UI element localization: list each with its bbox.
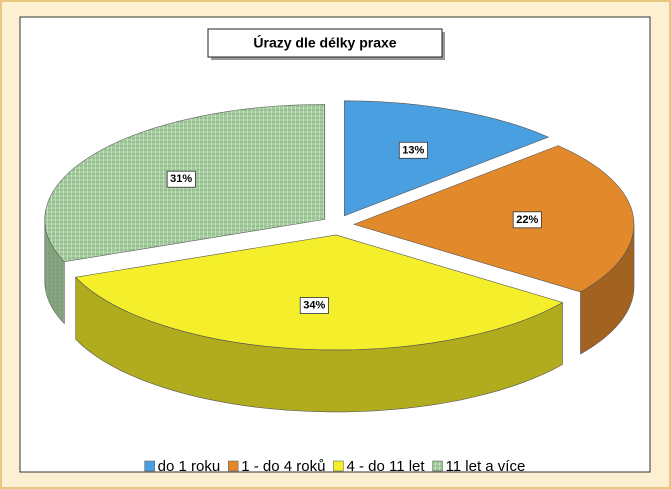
data-label: 22% [516, 214, 538, 226]
pie-sides [44, 219, 635, 413]
legend-label: 11 let a více [446, 458, 526, 475]
data-label-box [512, 211, 542, 229]
data-label-box [166, 170, 196, 188]
legend-label: do 1 roku [158, 458, 221, 475]
slice [344, 100, 550, 217]
data-label: 13% [402, 144, 424, 156]
legend: do 1 roku 1 - do 4 roků 4 - do 11 let 11 le… [144, 458, 526, 475]
data-label-box [398, 141, 428, 159]
slice-side-hatch [44, 219, 65, 324]
legend-swatch [144, 460, 155, 472]
legend-label: 1 - do 4 roků [241, 458, 325, 475]
legend-label: 4 - do 11 let [346, 458, 425, 475]
data-label: 34% [303, 300, 325, 312]
data-label-box [299, 297, 329, 314]
slice [75, 234, 564, 351]
pie: 13% 22% 34% 31% [44, 100, 635, 413]
data-label: 31% [170, 173, 192, 185]
legend-swatch-hatch [432, 461, 443, 471]
legend-swatch [227, 460, 239, 472]
chart-title: Úrazy dle délky praxe [253, 34, 396, 51]
legend-swatch [333, 460, 344, 472]
title-box [207, 28, 443, 58]
slice [353, 145, 635, 293]
